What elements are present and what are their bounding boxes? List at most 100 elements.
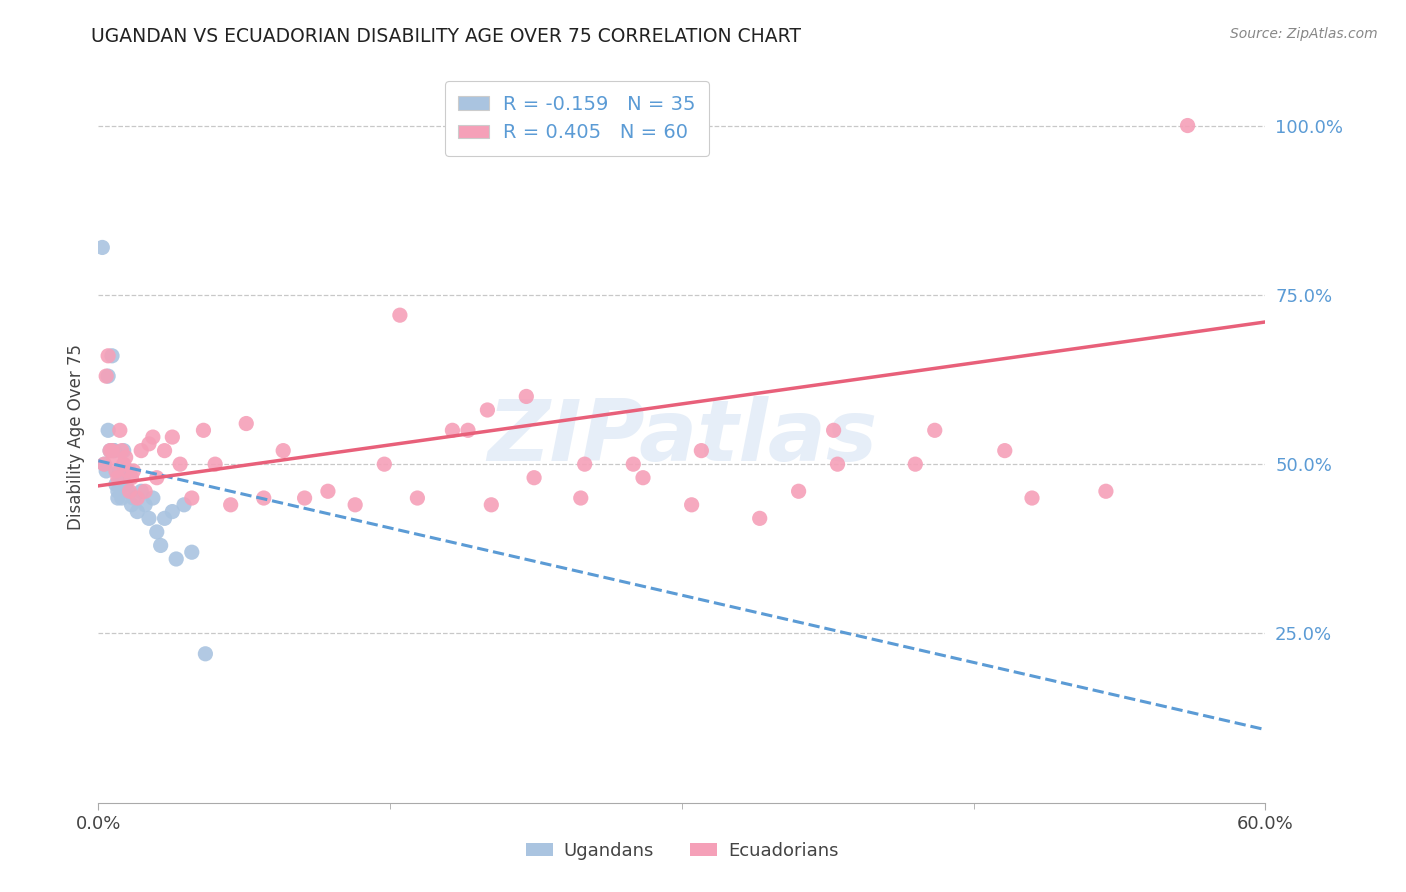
- Point: [165, 552, 187, 566]
- Point: [134, 498, 156, 512]
- Point: [477, 403, 499, 417]
- Point: [344, 498, 367, 512]
- Point: [129, 443, 152, 458]
- Point: [748, 511, 770, 525]
- Point: [142, 491, 165, 505]
- Point: [924, 423, 946, 437]
- Point: [114, 477, 136, 491]
- Point: [631, 471, 654, 485]
- Y-axis label: Disability Age Over 75: Disability Age Over 75: [66, 344, 84, 530]
- Point: [121, 498, 143, 512]
- Point: [111, 491, 134, 505]
- Point: [107, 471, 129, 485]
- Point: [129, 484, 152, 499]
- Point: [173, 498, 195, 512]
- Point: [146, 471, 169, 485]
- Point: [112, 457, 135, 471]
- Point: [204, 457, 226, 471]
- Point: [235, 417, 257, 431]
- Point: [96, 369, 118, 384]
- Point: [112, 443, 135, 458]
- Point: [138, 511, 160, 525]
- Point: [574, 457, 596, 471]
- Point: [1095, 484, 1118, 499]
- Point: [98, 443, 121, 458]
- Point: [104, 477, 127, 491]
- Point: [146, 524, 169, 539]
- Point: [91, 240, 114, 254]
- Point: [138, 437, 160, 451]
- Point: [373, 457, 395, 471]
- Point: [457, 423, 479, 437]
- Point: [194, 647, 217, 661]
- Point: [103, 443, 125, 458]
- Point: [162, 430, 184, 444]
- Point: [101, 349, 124, 363]
- Point: [98, 443, 121, 458]
- Point: [108, 423, 131, 437]
- Point: [153, 511, 176, 525]
- Text: Source: ZipAtlas.com: Source: ZipAtlas.com: [1230, 27, 1378, 41]
- Point: [388, 308, 411, 322]
- Point: [96, 464, 118, 478]
- Point: [294, 491, 316, 505]
- Point: [1021, 491, 1043, 505]
- Point: [441, 423, 464, 437]
- Point: [122, 464, 145, 478]
- Point: [118, 484, 141, 499]
- Point: [621, 457, 644, 471]
- Point: [1177, 119, 1199, 133]
- Point: [97, 423, 120, 437]
- Point: [101, 443, 124, 458]
- Point: [193, 423, 215, 437]
- Point: [127, 505, 149, 519]
- Point: [93, 457, 115, 471]
- Point: [97, 349, 120, 363]
- Point: [219, 498, 242, 512]
- Point: [117, 464, 139, 478]
- Point: [118, 464, 141, 478]
- Point: [103, 443, 125, 458]
- Point: [134, 484, 156, 499]
- Point: [180, 545, 202, 559]
- Point: [111, 443, 134, 458]
- Point: [787, 484, 810, 499]
- Point: [107, 491, 129, 505]
- Point: [117, 484, 139, 499]
- Point: [162, 505, 184, 519]
- Point: [253, 491, 276, 505]
- Point: [515, 389, 537, 403]
- Point: [406, 491, 429, 505]
- Point: [569, 491, 592, 505]
- Point: [104, 464, 127, 478]
- Legend: Ugandans, Ecuadorians: Ugandans, Ecuadorians: [519, 835, 845, 867]
- Point: [316, 484, 339, 499]
- Point: [103, 450, 125, 465]
- Point: [994, 443, 1017, 458]
- Point: [271, 443, 294, 458]
- Point: [149, 538, 172, 552]
- Point: [108, 464, 131, 478]
- Point: [479, 498, 502, 512]
- Point: [121, 471, 143, 485]
- Point: [904, 457, 927, 471]
- Point: [107, 484, 129, 499]
- Text: UGANDAN VS ECUADORIAN DISABILITY AGE OVER 75 CORRELATION CHART: UGANDAN VS ECUADORIAN DISABILITY AGE OVE…: [91, 27, 801, 45]
- Point: [169, 457, 191, 471]
- Point: [122, 491, 145, 505]
- Text: ZIPatlas: ZIPatlas: [486, 395, 877, 479]
- Point: [111, 471, 134, 485]
- Point: [827, 457, 849, 471]
- Point: [127, 491, 149, 505]
- Point: [142, 430, 165, 444]
- Point: [114, 450, 136, 465]
- Point: [93, 457, 115, 471]
- Point: [823, 423, 845, 437]
- Point: [681, 498, 703, 512]
- Point: [690, 443, 713, 458]
- Point: [108, 471, 131, 485]
- Point: [153, 443, 176, 458]
- Point: [523, 471, 546, 485]
- Point: [97, 369, 120, 384]
- Point: [180, 491, 202, 505]
